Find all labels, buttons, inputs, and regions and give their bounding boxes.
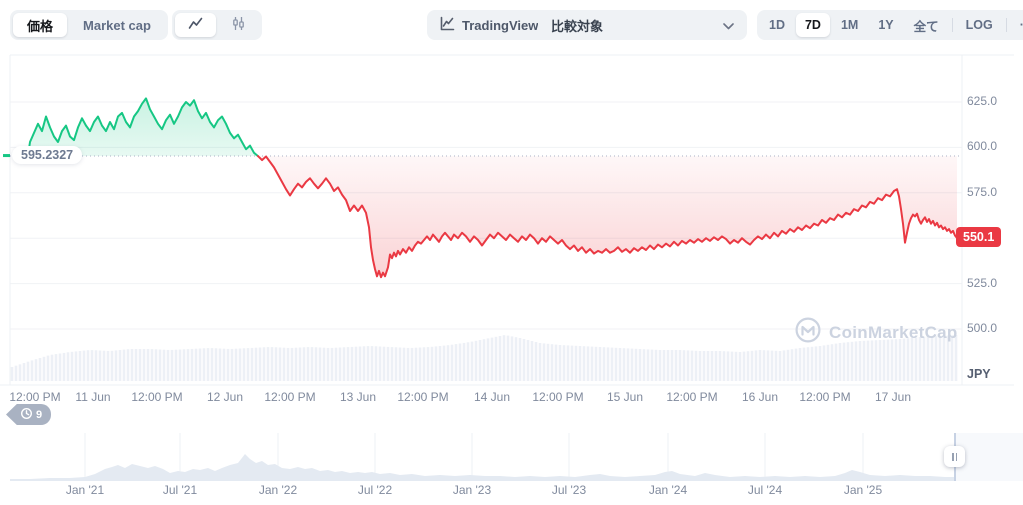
history-badge-button[interactable]: 9 <box>6 404 52 425</box>
divider <box>951 18 953 32</box>
tradingview-label: TradingView <box>462 17 539 33</box>
range-selector: 1D 7D 1M 1Y 全て LOG ··· <box>757 10 1023 40</box>
tab-market-cap[interactable]: Market cap <box>69 13 165 37</box>
x-axis-tick: 14 Jun <box>473 390 511 404</box>
baseline-price-label: 595.2327 <box>12 146 83 164</box>
x-axis-tick: 12 Jun <box>206 390 244 404</box>
compare-dropdown[interactable]: 比較対象 <box>538 10 747 40</box>
x-axis-tick: 17 Jun <box>874 390 912 404</box>
timeline-scrubber-area[interactable] <box>10 433 955 481</box>
time-axis[interactable]: 12:00 PM 11 Jun 12:00 PM 12 Jun 12:00 PM 13 J… <box>0 390 1023 406</box>
timeline-tick: Jul '21 <box>162 483 198 497</box>
range-7d-button[interactable]: 7D <box>795 13 830 37</box>
timeline-tick: Jan '22 <box>258 483 298 497</box>
tradingview-button[interactable]: TradingView <box>427 10 552 40</box>
y-axis-tick: 525.0 <box>967 275 998 290</box>
x-axis-tick: 12:00 PM <box>264 390 316 404</box>
log-scale-button[interactable]: LOG <box>957 13 1002 37</box>
timeline-axis: Jan '21 Jul '21 Jan '22 Jul '22 Jan '23 Jul '… <box>0 483 1023 499</box>
last-price-badge: 550.1 <box>956 227 1002 247</box>
handle-grip-icon <box>955 452 957 461</box>
y-axis-tick: 625.0 <box>967 94 998 108</box>
price-marketcap-toggle: 価格 Market cap <box>10 10 168 40</box>
x-axis-tick: 16 Jun <box>741 390 779 404</box>
currency-label: JPY <box>967 367 991 381</box>
timeline-tick: Jul '24 <box>747 483 783 497</box>
chevron-down-icon <box>723 18 734 33</box>
timeline-range-handle[interactable] <box>944 446 965 467</box>
x-axis-tick: 12:00 PM <box>666 390 718 404</box>
x-axis-tick: 12:00 PM <box>9 390 61 404</box>
coinmarketcap-watermark: CoinMarketCap <box>795 317 958 348</box>
timeline-tick: Jul '22 <box>357 483 393 497</box>
line-chart-type-button[interactable] <box>175 13 216 37</box>
x-axis-tick: 12:00 PM <box>532 390 584 404</box>
x-axis-tick: 11 Jun <box>75 390 111 404</box>
range-1y-button[interactable]: 1Y <box>869 13 902 37</box>
y-axis-tick: 500.0 <box>967 321 998 335</box>
x-axis-tick: 12:00 PM <box>799 390 851 404</box>
x-axis-tick: 13 Jun <box>339 390 377 404</box>
timeline-tick: Jul '23 <box>551 483 587 497</box>
candlestick-icon <box>231 16 246 34</box>
range-all-button[interactable]: 全て <box>905 13 948 37</box>
x-axis-tick: 12:00 PM <box>131 390 183 404</box>
watermark-text: CoinMarketCap <box>829 322 958 342</box>
timeline-tick: Jan '21 <box>65 483 105 497</box>
candlestick-chart-type-button[interactable] <box>218 13 259 37</box>
y-axis-tick: 600.0 <box>967 139 998 154</box>
line-chart-icon <box>188 17 203 33</box>
history-badge-count: 9 <box>36 408 43 421</box>
tradingview-icon <box>440 16 455 34</box>
coinmarketcap-logo-icon <box>795 317 821 348</box>
compare-dropdown-value: 比較対象 <box>551 18 604 34</box>
range-1d-button[interactable]: 1D <box>760 13 794 37</box>
range-1m-button[interactable]: 1M <box>832 13 867 37</box>
timeline-tick: Jan '23 <box>452 483 492 497</box>
history-clock-icon <box>20 407 33 423</box>
chart-type-toggle <box>172 10 262 40</box>
timeline-tick: Jan '25 <box>843 483 883 497</box>
x-axis-tick: 12:00 PM <box>397 390 449 404</box>
tab-price[interactable]: 価格 <box>13 13 68 37</box>
timeline-tick: Jan '24 <box>648 483 688 497</box>
divider <box>1005 18 1007 32</box>
more-options-button[interactable]: ··· <box>1011 13 1023 37</box>
handle-grip-icon <box>952 452 954 461</box>
y-axis-tick: 575.0 <box>967 184 998 199</box>
x-axis-tick: 15 Jun <box>606 390 644 404</box>
